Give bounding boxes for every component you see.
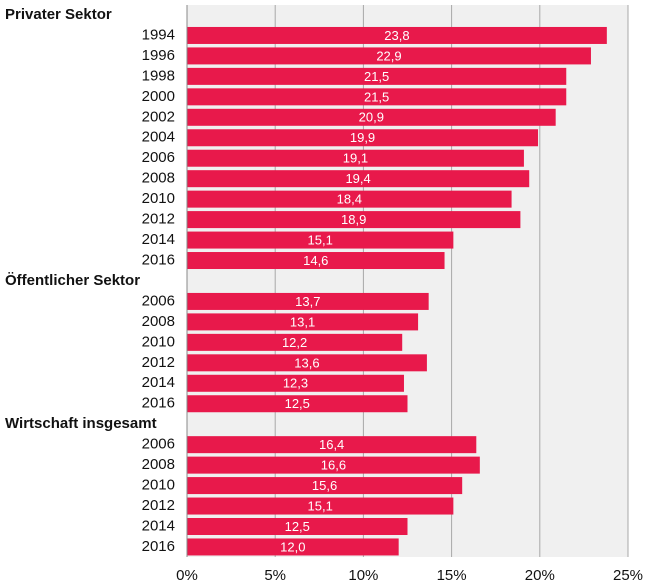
value-label: 16,6 — [321, 458, 346, 473]
value-label: 22,9 — [376, 48, 401, 63]
value-label: 12,3 — [283, 376, 308, 391]
bar — [187, 252, 445, 270]
value-label: 12,2 — [282, 335, 307, 350]
y-tick-label: 2008 — [142, 313, 175, 330]
y-tick-label: 2012 — [142, 211, 175, 228]
y-tick-label: 1994 — [142, 26, 175, 43]
value-label: 15,1 — [308, 498, 333, 513]
y-tick-label: 2000 — [142, 88, 175, 105]
value-label: 13,1 — [290, 314, 315, 329]
bar — [187, 395, 408, 413]
bar — [187, 108, 556, 126]
x-tick-label: 0% — [176, 567, 198, 584]
x-tick-label: 25% — [613, 567, 643, 584]
y-tick-label: 2006 — [142, 436, 175, 453]
y-tick-label: 2006 — [142, 149, 175, 166]
bar — [187, 26, 607, 44]
y-tick-label: 2008 — [142, 170, 175, 187]
value-label: 12,5 — [285, 519, 310, 534]
y-tick-label: 2008 — [142, 456, 175, 473]
value-label: 18,4 — [337, 192, 362, 207]
value-label: 12,0 — [280, 539, 305, 554]
y-tick-label: 2004 — [142, 129, 175, 146]
value-label: 19,4 — [345, 171, 370, 186]
x-tick-label: 15% — [437, 567, 467, 584]
bar — [187, 518, 408, 535]
y-tick-label: 2014 — [142, 231, 175, 248]
bar — [187, 170, 530, 188]
x-tick-label: 5% — [264, 567, 286, 584]
y-tick-label: 1998 — [142, 67, 175, 84]
y-tick-label: 2006 — [142, 292, 175, 309]
y-tick-label: 2010 — [142, 333, 175, 350]
bar — [187, 333, 403, 351]
value-label: 15,6 — [312, 478, 337, 493]
bar — [187, 497, 454, 515]
bar — [187, 292, 429, 310]
value-label: 12,5 — [285, 396, 310, 411]
y-tick-label: 1996 — [142, 47, 175, 64]
value-label: 18,9 — [341, 212, 366, 227]
bar — [187, 211, 521, 229]
value-label: 23,8 — [384, 28, 409, 43]
y-tick-label: 2016 — [142, 251, 175, 268]
value-label: 19,9 — [350, 130, 375, 145]
bar — [187, 67, 567, 85]
plot-background — [187, 5, 628, 557]
bar — [187, 231, 454, 249]
y-tick-label: 2016 — [142, 395, 175, 412]
value-label: 20,9 — [359, 110, 384, 125]
value-label: 13,7 — [295, 294, 320, 309]
bar — [187, 47, 591, 65]
bar — [187, 538, 399, 556]
x-tick-label: 10% — [348, 567, 378, 584]
bar — [187, 149, 524, 167]
y-tick-label: 2014 — [142, 374, 175, 391]
group-label: Wirtschaft insgesamt — [5, 415, 157, 432]
value-label: 19,1 — [343, 151, 368, 166]
bar — [187, 129, 539, 147]
y-tick-label: 2012 — [142, 354, 175, 371]
bar — [187, 354, 427, 372]
x-tick-label: 20% — [525, 567, 555, 584]
y-tick-label: 2010 — [142, 477, 175, 494]
value-label: 14,6 — [303, 253, 328, 268]
value-label: 16,4 — [319, 437, 344, 452]
y-tick-label: 2010 — [142, 190, 175, 207]
bar — [187, 374, 404, 392]
bar — [187, 477, 463, 495]
group-label: Privater Sektor — [5, 6, 112, 23]
group-label: Öffentlicher Sektor — [5, 272, 140, 289]
bar — [187, 88, 567, 106]
bar — [187, 190, 512, 208]
y-tick-label: 2012 — [142, 497, 175, 514]
y-tick-label: 2014 — [142, 517, 175, 534]
bar — [187, 436, 477, 454]
value-label: 13,6 — [294, 355, 319, 370]
bar — [187, 456, 480, 474]
value-label: 21,5 — [364, 89, 389, 104]
value-label: 15,1 — [308, 232, 333, 247]
bar — [187, 313, 419, 331]
value-label: 21,5 — [364, 69, 389, 84]
y-tick-label: 2016 — [142, 538, 175, 555]
y-tick-label: 2002 — [142, 108, 175, 125]
